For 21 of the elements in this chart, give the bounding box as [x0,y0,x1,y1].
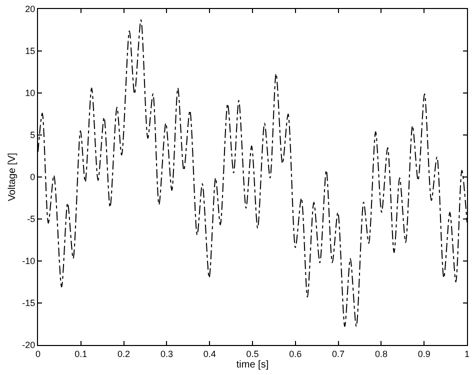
x-axis-title: time [s] [236,359,269,370]
x-tick-label: 0.3 [160,348,173,359]
y-tick-label: -10 [22,256,36,266]
x-tick-label: 0.2 [118,348,130,359]
y-tick-label: -20 [22,340,36,350]
x-tick-label: 0.8 [374,348,388,359]
x-tick-label: 0.1 [74,348,88,359]
y-tick-label: 20 [25,4,36,14]
x-tick-label: 0.6 [289,348,302,359]
x-tick-label: 0.4 [203,348,216,359]
y-tick-label: 5 [30,130,36,140]
x-tick-label: 0.5 [246,348,259,359]
y-axis-title: Voltage [V] [7,152,18,202]
y-tick-label: 10 [25,88,36,98]
x-tick-label: 0.9 [418,348,430,359]
y-tick-label: 0 [30,172,36,182]
x-tick-label: 1 [464,348,470,359]
y-tick-label: 15 [25,46,36,56]
y-tick-label: -5 [27,214,36,224]
x-tick-label: 0.7 [332,348,345,359]
y-tick-label: -15 [22,298,36,308]
